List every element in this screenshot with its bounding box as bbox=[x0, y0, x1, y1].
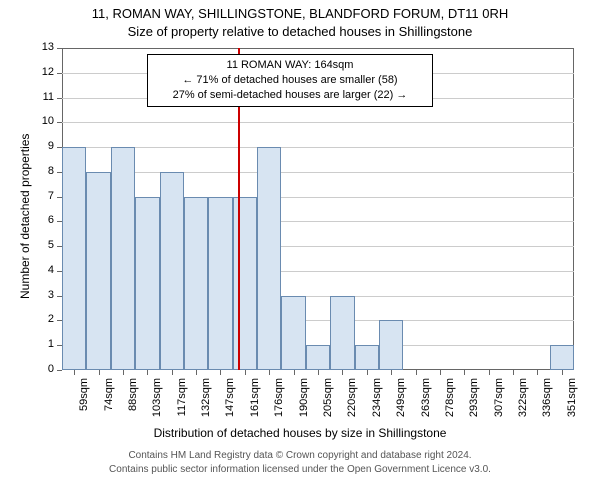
x-tick bbox=[269, 370, 270, 375]
y-tick bbox=[57, 73, 62, 74]
x-tick-label: 117sqm bbox=[176, 378, 188, 428]
x-tick bbox=[123, 370, 124, 375]
histogram-bar bbox=[160, 172, 184, 370]
y-tick-label: 4 bbox=[30, 264, 54, 276]
histogram-bar bbox=[208, 197, 232, 370]
y-tick-label: 12 bbox=[30, 66, 54, 78]
y-tick-label: 2 bbox=[30, 313, 54, 325]
histogram-bar bbox=[355, 345, 379, 370]
histogram-bar bbox=[550, 345, 574, 370]
x-tick bbox=[513, 370, 514, 375]
x-tick-label: 234sqm bbox=[371, 378, 383, 428]
y-tick-label: 9 bbox=[30, 140, 54, 152]
y-tick-label: 1 bbox=[30, 338, 54, 350]
annotation-line: ← 71% of detached houses are smaller (58… bbox=[154, 73, 426, 88]
x-tick-label: 336sqm bbox=[541, 378, 553, 428]
chart-title-sub: Size of property relative to detached ho… bbox=[0, 24, 600, 39]
x-tick-label: 293sqm bbox=[468, 378, 480, 428]
x-tick-label: 176sqm bbox=[273, 378, 285, 428]
histogram-bar bbox=[184, 197, 208, 370]
x-tick-label: 307sqm bbox=[493, 378, 505, 428]
x-tick bbox=[318, 370, 319, 375]
histogram-bar bbox=[86, 172, 110, 370]
annotation-box: 11 ROMAN WAY: 164sqm← 71% of detached ho… bbox=[147, 54, 433, 107]
histogram-bar bbox=[111, 147, 135, 370]
y-tick bbox=[57, 370, 62, 371]
property-size-histogram: 11, ROMAN WAY, SHILLINGSTONE, BLANDFORD … bbox=[0, 0, 600, 500]
gridline bbox=[62, 122, 574, 123]
y-tick-label: 13 bbox=[30, 41, 54, 53]
x-tick bbox=[489, 370, 490, 375]
x-tick-label: 88sqm bbox=[127, 378, 139, 428]
y-tick bbox=[57, 48, 62, 49]
x-tick-label: 161sqm bbox=[249, 378, 261, 428]
x-tick-label: 190sqm bbox=[298, 378, 310, 428]
x-tick bbox=[367, 370, 368, 375]
annotation-line: 27% of semi-detached houses are larger (… bbox=[154, 88, 426, 103]
annotation-line: 11 ROMAN WAY: 164sqm bbox=[154, 58, 426, 73]
x-tick bbox=[147, 370, 148, 375]
y-tick-label: 7 bbox=[30, 190, 54, 202]
footer-attribution-1: Contains HM Land Registry data © Crown c… bbox=[0, 450, 600, 461]
histogram-bar bbox=[135, 197, 159, 370]
x-tick bbox=[537, 370, 538, 375]
x-tick bbox=[74, 370, 75, 375]
x-axis-label: Distribution of detached houses by size … bbox=[0, 426, 600, 440]
x-tick-label: 351sqm bbox=[566, 378, 578, 428]
x-tick-label: 103sqm bbox=[151, 378, 163, 428]
histogram-bar bbox=[330, 296, 354, 370]
footer-attribution-2: Contains public sector information licen… bbox=[0, 464, 600, 475]
histogram-bar bbox=[306, 345, 330, 370]
x-tick-label: 322sqm bbox=[517, 378, 529, 428]
y-tick-label: 0 bbox=[30, 363, 54, 375]
y-tick bbox=[57, 122, 62, 123]
x-tick bbox=[294, 370, 295, 375]
x-tick bbox=[196, 370, 197, 375]
x-tick bbox=[464, 370, 465, 375]
x-tick bbox=[416, 370, 417, 375]
x-tick bbox=[440, 370, 441, 375]
y-tick-label: 3 bbox=[30, 289, 54, 301]
y-tick-label: 8 bbox=[30, 165, 54, 177]
x-tick bbox=[245, 370, 246, 375]
x-tick bbox=[172, 370, 173, 375]
x-tick-label: 220sqm bbox=[346, 378, 358, 428]
x-tick bbox=[391, 370, 392, 375]
histogram-bar bbox=[257, 147, 281, 370]
x-tick-label: 59sqm bbox=[78, 378, 90, 428]
x-tick-label: 249sqm bbox=[395, 378, 407, 428]
x-tick-label: 205sqm bbox=[322, 378, 334, 428]
y-tick-label: 10 bbox=[30, 115, 54, 127]
y-tick-label: 6 bbox=[30, 214, 54, 226]
y-tick-label: 5 bbox=[30, 239, 54, 251]
chart-title-main: 11, ROMAN WAY, SHILLINGSTONE, BLANDFORD … bbox=[0, 6, 600, 21]
y-tick bbox=[57, 98, 62, 99]
x-tick-label: 263sqm bbox=[420, 378, 432, 428]
x-tick-label: 147sqm bbox=[224, 378, 236, 428]
histogram-bar bbox=[62, 147, 86, 370]
gridline bbox=[62, 172, 574, 173]
histogram-bar bbox=[379, 320, 403, 370]
x-tick-label: 74sqm bbox=[103, 378, 115, 428]
x-tick bbox=[562, 370, 563, 375]
histogram-bar bbox=[233, 197, 257, 370]
histogram-bar bbox=[281, 296, 305, 370]
gridline bbox=[62, 147, 574, 148]
x-tick bbox=[342, 370, 343, 375]
x-tick-label: 132sqm bbox=[200, 378, 212, 428]
y-tick-label: 11 bbox=[30, 91, 54, 103]
x-tick bbox=[99, 370, 100, 375]
x-tick-label: 278sqm bbox=[444, 378, 456, 428]
x-tick bbox=[220, 370, 221, 375]
